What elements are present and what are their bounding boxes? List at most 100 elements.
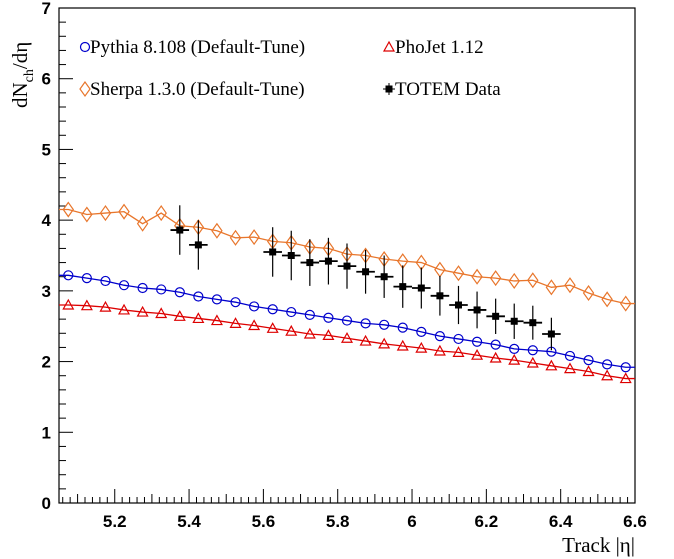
data-point	[99, 300, 112, 312]
data-point	[62, 298, 75, 310]
data-point	[526, 356, 539, 368]
series-0	[59, 270, 635, 373]
y-tick-label: 6	[42, 70, 51, 89]
series-3	[170, 205, 561, 351]
series-line	[59, 274, 635, 368]
data-point	[619, 372, 632, 384]
y-axis-title-main: dN	[8, 82, 32, 108]
y-tick-label: 7	[42, 0, 51, 18]
data-point	[81, 273, 92, 284]
data-point	[452, 346, 465, 357]
data-point	[436, 292, 444, 300]
data-point	[173, 310, 186, 321]
data-point	[362, 268, 370, 276]
y-tick-label: 1	[42, 423, 51, 442]
data-point	[192, 312, 205, 324]
data-point	[452, 265, 465, 282]
data-point	[601, 291, 613, 308]
data-point	[380, 273, 388, 281]
data-point	[229, 229, 242, 246]
data-point	[508, 272, 520, 289]
y-axis-title-sub: ch	[22, 69, 37, 82]
legend-entry: TOTEM Data	[383, 79, 501, 100]
data-point	[156, 284, 167, 295]
data-point	[545, 359, 558, 371]
y-tick-label: 0	[42, 494, 51, 513]
data-point	[136, 215, 149, 232]
data-point	[118, 303, 131, 315]
data-point	[489, 270, 502, 287]
data-point	[360, 318, 371, 329]
data-point	[399, 283, 407, 291]
data-point	[286, 306, 297, 318]
data-point	[340, 332, 354, 343]
data-point	[453, 333, 464, 345]
data-point	[415, 341, 428, 353]
data-point	[433, 344, 446, 356]
data-point	[601, 369, 614, 381]
legend-label: PhoJet 1.12	[395, 37, 484, 58]
plot-frame	[58, 7, 636, 504]
legend-label: TOTEM Data	[395, 79, 501, 100]
legend-entry: Pythia 8.108 (Default-Tune)	[79, 37, 305, 58]
data-point	[396, 339, 409, 351]
data-point	[492, 312, 500, 320]
data-point	[306, 259, 314, 267]
y-tick-label: 5	[42, 140, 51, 159]
data-point	[620, 362, 631, 373]
data-point	[80, 299, 93, 311]
data-point	[81, 206, 93, 223]
data-point	[416, 326, 427, 337]
data-point	[509, 343, 520, 354]
legend-label: Sherpa 1.3.0 (Default-Tune)	[90, 79, 305, 100]
data-point	[583, 355, 594, 366]
data-point	[176, 226, 184, 234]
data-point	[379, 319, 390, 330]
data-point	[248, 319, 261, 331]
data-point	[322, 329, 335, 341]
series-layer	[59, 201, 635, 384]
y-tick-label: 2	[42, 353, 51, 372]
data-point	[62, 201, 75, 218]
data-point	[564, 350, 576, 362]
y-tick-label: 4	[42, 211, 52, 230]
data-point	[397, 322, 408, 333]
data-point	[417, 284, 425, 292]
data-point	[602, 359, 613, 370]
data-point	[155, 205, 167, 222]
data-point	[489, 351, 502, 363]
data-point	[510, 317, 518, 325]
data-point	[63, 270, 74, 281]
x-tick-label: 6.4	[549, 512, 573, 531]
data-point	[248, 301, 260, 312]
data-point	[287, 252, 295, 259]
data-point	[323, 312, 334, 323]
data-point	[99, 205, 112, 222]
x-tick-label: 5.4	[177, 512, 201, 531]
data-point	[136, 305, 149, 317]
x-tick-label: 6	[407, 512, 416, 531]
legend-marker	[382, 40, 396, 52]
data-point	[304, 309, 315, 320]
data-point	[266, 322, 279, 333]
data-point	[267, 304, 278, 315]
data-point	[378, 337, 391, 349]
data-point	[155, 307, 168, 319]
data-point	[174, 287, 185, 298]
series-line	[59, 304, 635, 380]
data-point	[434, 331, 446, 342]
legend-marker	[79, 41, 91, 53]
data-point	[471, 336, 483, 347]
legend: Pythia 8.108 (Default-Tune) PhoJet 1.12 Sh…	[79, 37, 501, 100]
data-point	[285, 324, 298, 336]
data-point	[582, 365, 595, 377]
data-point	[100, 275, 111, 287]
data-point	[563, 362, 576, 374]
data-point	[269, 248, 277, 256]
data-point	[529, 319, 537, 327]
data-point	[547, 330, 555, 338]
y-tick-label: 3	[42, 282, 51, 301]
data-point	[471, 348, 484, 360]
data-point	[359, 334, 372, 346]
